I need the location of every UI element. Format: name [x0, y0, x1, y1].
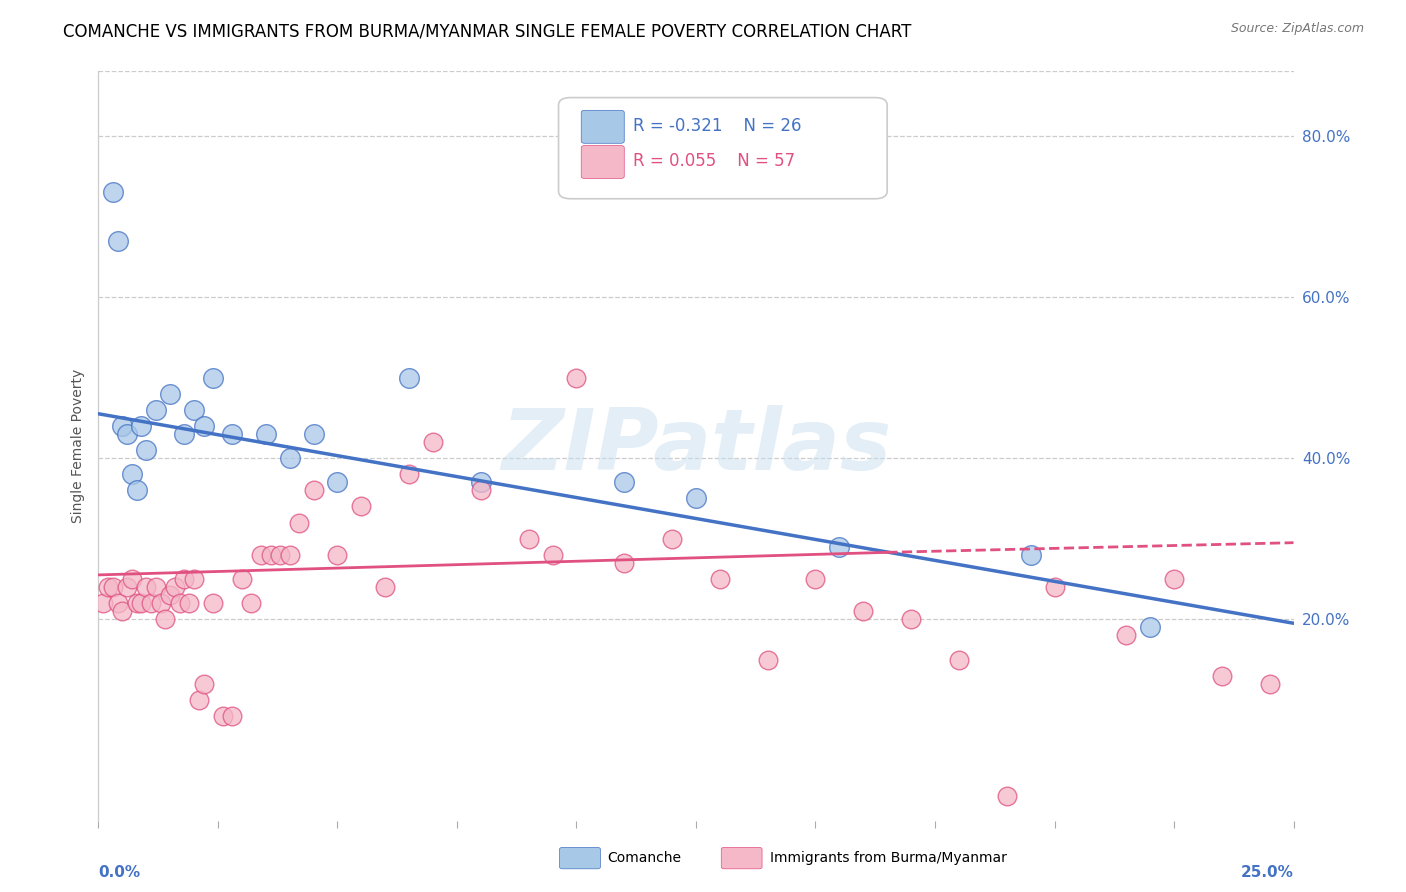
Point	[125, 596, 148, 610]
Point	[470, 483, 492, 498]
Point	[179, 596, 201, 610]
Point	[231, 572, 253, 586]
Point	[115, 580, 138, 594]
Point	[193, 676, 215, 690]
Point	[1043, 580, 1066, 594]
Point	[163, 580, 186, 594]
Point	[1139, 620, 1161, 634]
Point	[135, 580, 157, 594]
Point	[259, 548, 281, 562]
Point	[288, 516, 311, 530]
Point	[278, 548, 301, 562]
Text: Immigrants from Burma/Myanmar: Immigrants from Burma/Myanmar	[770, 851, 1007, 865]
Text: 0.0%: 0.0%	[98, 865, 141, 880]
Text: Source: ZipAtlas.com: Source: ZipAtlas.com	[1230, 22, 1364, 36]
Point	[131, 418, 153, 433]
Text: Comanche: Comanche	[607, 851, 682, 865]
Point	[121, 467, 143, 482]
Point	[470, 475, 492, 490]
Point	[422, 434, 444, 449]
Point	[828, 540, 851, 554]
Point	[326, 548, 349, 562]
Point	[541, 548, 564, 562]
Point	[202, 370, 225, 384]
Point	[1306, 644, 1329, 658]
Point	[173, 426, 195, 441]
Point	[254, 426, 277, 441]
Point	[302, 483, 325, 498]
Point	[101, 580, 124, 594]
Point	[269, 548, 291, 562]
Point	[517, 532, 540, 546]
Point	[613, 556, 636, 570]
Point	[111, 604, 134, 618]
Point	[145, 402, 167, 417]
Point	[221, 709, 243, 723]
Point	[125, 483, 148, 498]
Y-axis label: Single Female Poverty: Single Female Poverty	[70, 369, 84, 523]
Point	[948, 652, 970, 666]
Point	[135, 443, 157, 458]
Point	[101, 185, 124, 199]
Text: R = -0.321    N = 26: R = -0.321 N = 26	[633, 117, 801, 135]
Point	[1163, 572, 1185, 586]
Text: 25.0%: 25.0%	[1240, 865, 1294, 880]
Point	[187, 693, 209, 707]
Point	[145, 580, 167, 594]
FancyBboxPatch shape	[581, 145, 624, 178]
Point	[183, 572, 205, 586]
Point	[202, 596, 225, 610]
Point	[221, 426, 243, 441]
Point	[91, 596, 114, 610]
FancyBboxPatch shape	[581, 111, 624, 144]
FancyBboxPatch shape	[558, 97, 887, 199]
Point	[173, 572, 195, 586]
Point	[900, 612, 922, 626]
Point	[661, 532, 683, 546]
Point	[565, 370, 588, 384]
Point	[169, 596, 191, 610]
Point	[398, 370, 420, 384]
Point	[685, 491, 707, 506]
Text: COMANCHE VS IMMIGRANTS FROM BURMA/MYANMAR SINGLE FEMALE POVERTY CORRELATION CHAR: COMANCHE VS IMMIGRANTS FROM BURMA/MYANMA…	[63, 22, 911, 40]
Point	[159, 386, 181, 401]
Point	[613, 475, 636, 490]
Point	[139, 596, 162, 610]
Point	[131, 596, 153, 610]
Point	[111, 418, 134, 433]
Point	[374, 580, 396, 594]
Point	[326, 475, 349, 490]
Point	[107, 596, 129, 610]
Point	[1258, 676, 1281, 690]
Point	[709, 572, 731, 586]
Point	[1019, 548, 1042, 562]
Text: R = 0.055    N = 57: R = 0.055 N = 57	[633, 153, 794, 170]
Point	[193, 418, 215, 433]
Point	[250, 548, 273, 562]
Point	[149, 596, 172, 610]
Point	[278, 451, 301, 466]
Point	[852, 604, 875, 618]
Point	[183, 402, 205, 417]
Point	[804, 572, 827, 586]
Point	[107, 234, 129, 248]
Point	[756, 652, 779, 666]
Point	[1211, 668, 1233, 682]
Point	[302, 426, 325, 441]
Point	[115, 426, 138, 441]
Point	[97, 580, 120, 594]
Point	[211, 709, 233, 723]
Point	[1115, 628, 1137, 642]
Point	[159, 588, 181, 602]
Point	[121, 572, 143, 586]
Point	[350, 500, 373, 514]
Point	[155, 612, 177, 626]
Point	[240, 596, 263, 610]
Text: ZIPatlas: ZIPatlas	[501, 404, 891, 488]
Point	[398, 467, 420, 482]
Point	[995, 789, 1018, 804]
